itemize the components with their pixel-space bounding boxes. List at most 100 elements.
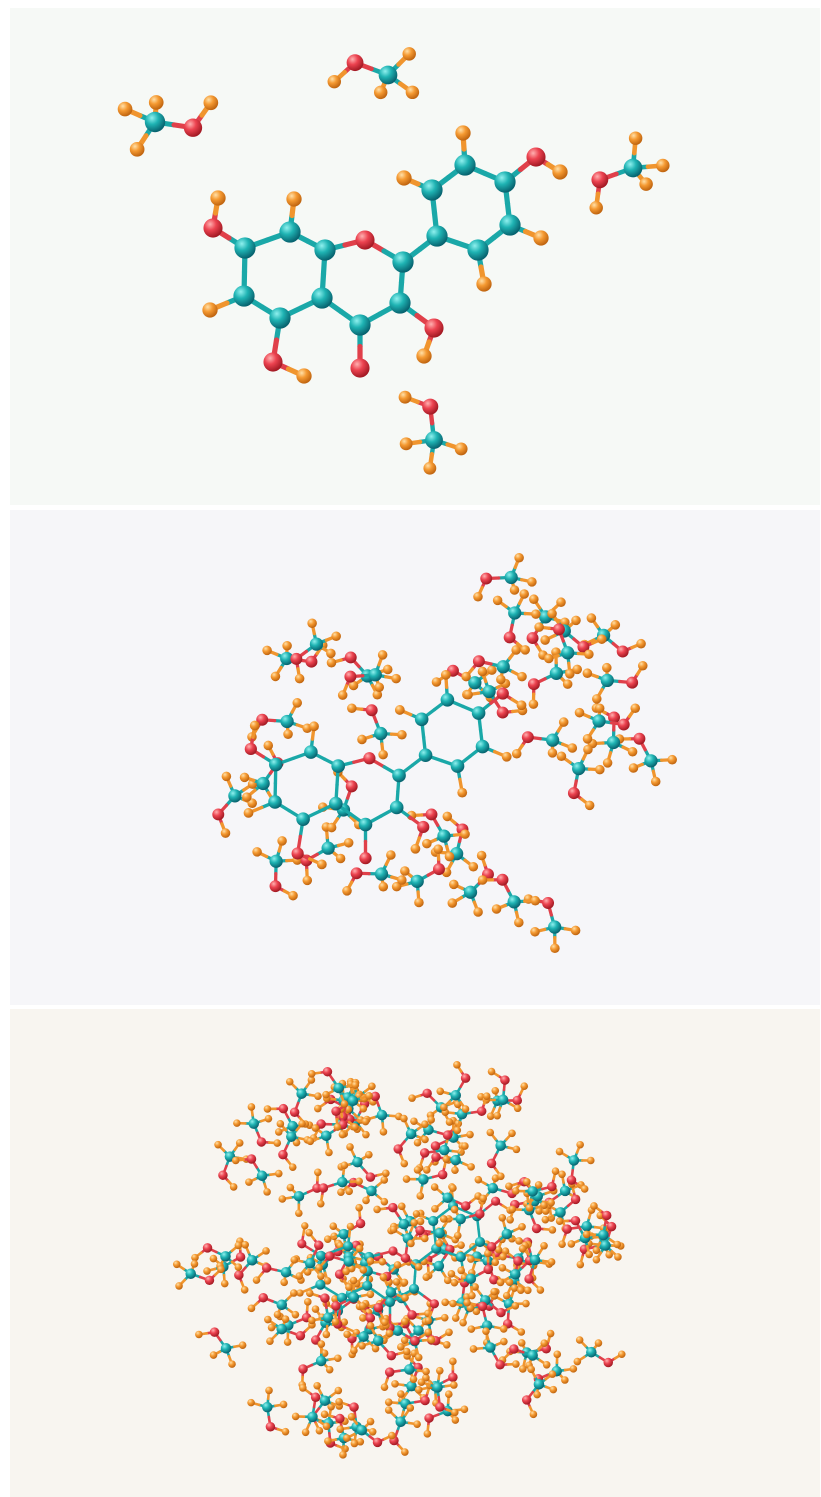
atom: [531, 1223, 542, 1234]
atom: [455, 125, 471, 141]
atom: [453, 1061, 461, 1069]
atom: [418, 748, 433, 762]
atom: [343, 1434, 351, 1442]
atom: [424, 1316, 433, 1325]
atom: [435, 1402, 445, 1412]
atom: [444, 1390, 453, 1399]
atom: [278, 1103, 289, 1114]
molecule: [306, 1105, 348, 1157]
atom: [449, 879, 459, 890]
atom: [426, 225, 448, 247]
atom: [397, 729, 407, 740]
atom: [269, 757, 283, 772]
atom: [245, 1178, 253, 1186]
molecule: [202, 125, 568, 384]
molecule: [490, 1284, 530, 1336]
atom: [570, 1215, 581, 1226]
molecule: [243, 669, 527, 870]
molecule: [117, 95, 219, 157]
atom: [477, 1301, 488, 1312]
atom: [428, 1215, 439, 1227]
atom: [233, 1119, 241, 1127]
atom: [258, 1292, 268, 1303]
atom: [265, 1386, 273, 1395]
atom: [298, 1119, 306, 1128]
atom: [547, 608, 557, 619]
atom: [468, 861, 479, 872]
atom: [190, 1260, 199, 1268]
molecule: [398, 390, 468, 475]
atom: [400, 1159, 409, 1168]
atom: [372, 1437, 383, 1448]
atom: [555, 1147, 564, 1156]
atom: [396, 170, 412, 186]
atom: [500, 1337, 508, 1346]
atom: [374, 867, 389, 881]
atom: [449, 1357, 457, 1366]
atom: [540, 1241, 548, 1250]
atom: [392, 251, 414, 273]
atom: [505, 1278, 514, 1286]
atom: [601, 1210, 612, 1221]
atom: [440, 1103, 448, 1112]
atom: [530, 895, 541, 906]
atom: [372, 1335, 384, 1347]
molecule: [410, 1116, 463, 1147]
atom: [325, 1148, 333, 1157]
atom: [256, 776, 270, 791]
atom: [445, 1328, 453, 1337]
atom: [391, 673, 401, 684]
atom: [570, 1194, 581, 1205]
molecule: [391, 844, 445, 908]
atom: [261, 1263, 272, 1273]
atom: [287, 1120, 298, 1132]
atom: [384, 1367, 395, 1377]
atom: [521, 731, 534, 744]
atom: [533, 230, 549, 246]
molecule: [252, 836, 303, 901]
atom: [517, 671, 527, 682]
atom: [444, 851, 455, 862]
atom: [366, 1417, 375, 1426]
atom: [326, 822, 337, 833]
atom: [410, 843, 421, 854]
atom: [202, 302, 218, 318]
atom: [526, 632, 539, 645]
molecule: [430, 1183, 482, 1213]
molecule: [389, 1218, 429, 1271]
atom: [338, 1228, 350, 1240]
atom: [453, 1231, 462, 1240]
molecule: [582, 1202, 622, 1255]
molecule: [511, 1167, 560, 1212]
atom: [494, 1246, 503, 1254]
atom: [366, 1257, 375, 1265]
atom: [518, 1223, 526, 1231]
atom: [420, 1234, 429, 1243]
atom: [234, 1270, 244, 1280]
atom: [264, 1315, 272, 1324]
atom: [450, 1090, 461, 1101]
atom: [533, 1390, 541, 1399]
atom: [493, 1111, 502, 1120]
atom: [405, 85, 420, 100]
atom: [552, 164, 568, 180]
atom: [148, 95, 164, 110]
molecule: [402, 1155, 451, 1200]
atom: [350, 867, 363, 880]
atom: [331, 759, 346, 773]
atom: [382, 1169, 390, 1178]
atom: [385, 1287, 397, 1298]
atom: [276, 1323, 287, 1335]
atom: [269, 307, 291, 329]
atom: [571, 615, 581, 626]
atom: [496, 706, 509, 719]
atom: [210, 190, 226, 206]
atom: [534, 622, 544, 632]
molecule: [278, 1168, 322, 1217]
atom: [296, 1088, 307, 1099]
atom: [373, 1205, 381, 1214]
atom: [351, 1123, 359, 1131]
atom: [584, 649, 594, 660]
atom: [567, 787, 580, 800]
